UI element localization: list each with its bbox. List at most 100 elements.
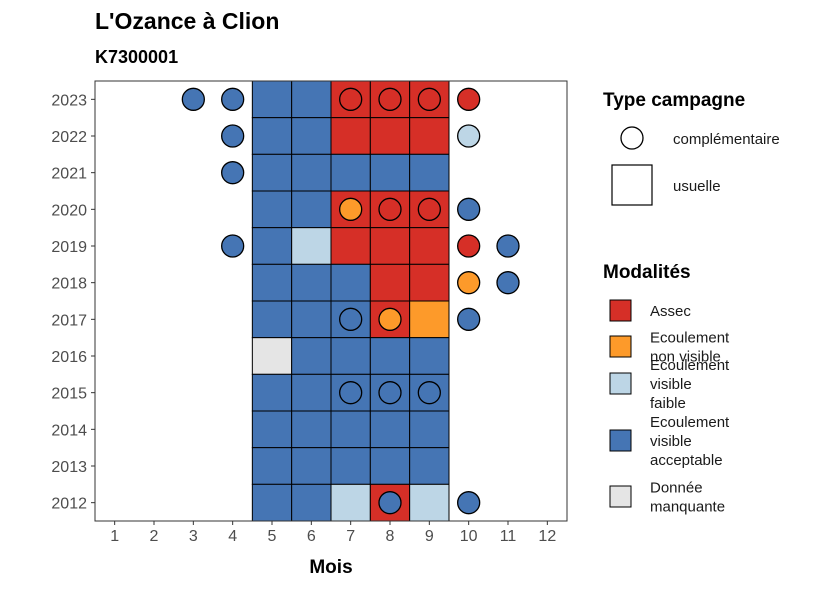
x-tick-label-10: 10	[460, 528, 478, 545]
legend-key-circle	[620, 126, 644, 150]
cell-2020-5	[251, 190, 293, 229]
point-2020-9	[417, 197, 441, 221]
point-2023-8	[378, 87, 402, 111]
point-2018-10	[457, 271, 481, 295]
legend-label-ecoulement-visible-acceptable-2: visible	[650, 433, 692, 450]
cell-2017-9	[409, 300, 450, 339]
cell-2022-5	[251, 117, 293, 155]
cell-2018-7	[330, 263, 371, 302]
point-2022-4	[221, 124, 245, 148]
cell-2013-6	[291, 447, 332, 485]
cell-2022-7	[330, 117, 371, 155]
cell-2014-5	[251, 410, 293, 449]
point-2023-10	[457, 87, 481, 111]
x-tick-label-2: 2	[150, 528, 159, 545]
y-tick-label-2018: 2018	[51, 276, 87, 293]
cell-2018-5	[251, 263, 293, 302]
legend-modalites-title: Modalités	[603, 262, 691, 283]
cell-2021-5	[251, 153, 293, 192]
y-tick-label-2012: 2012	[51, 496, 87, 513]
cell-2023-5	[251, 80, 293, 119]
cell-2014-7	[330, 410, 371, 449]
point-2021-4	[221, 161, 245, 185]
cell-2021-6	[291, 153, 332, 192]
y-tick-label-2013: 2013	[51, 459, 87, 476]
cell-2014-8	[369, 410, 411, 449]
chart-title: L'Ozance à Clion	[95, 8, 279, 34]
cell-2022-8	[369, 117, 411, 155]
cell-2016-9	[409, 337, 450, 375]
cell-2012-7	[330, 483, 371, 522]
legend-key-assec	[609, 299, 632, 322]
cell-2021-7	[330, 153, 371, 192]
cell-2012-9	[409, 483, 450, 522]
y-tick-label-2014: 2014	[51, 422, 87, 439]
legend-label-ecoulement-visible-faible-3: faible	[650, 395, 686, 412]
point-2020-10	[457, 197, 481, 221]
point-2023-3	[181, 87, 205, 111]
cell-2018-8	[369, 263, 411, 302]
legend-key-square	[611, 164, 653, 206]
legend-label-donn-e-manquante-1: Donnée	[650, 480, 703, 497]
legend-label-donn-e-manquante-2: manquante	[650, 499, 725, 516]
point-2017-10	[457, 307, 481, 331]
x-axis-title: Mois	[309, 557, 352, 578]
legend-type-title: Type campagne	[603, 90, 745, 111]
cell-2014-6	[291, 410, 332, 449]
x-axis: 1 2 3 4 5 6 7 8 9 10 11 12	[110, 521, 556, 545]
legend-label-ecoulement-visible-acceptable-3: acceptable	[650, 452, 723, 469]
x-tick-label-11: 11	[500, 528, 517, 545]
point-2019-10	[457, 234, 481, 258]
cell-2021-8	[369, 153, 411, 192]
y-axis: 2012 2013 2014 2015 2016 2017 2018 2019 2020 2021…	[51, 92, 95, 513]
x-tick-label-8: 8	[386, 528, 395, 545]
cell-2021-9	[409, 153, 450, 192]
cell-2017-6	[291, 300, 332, 339]
cell-2013-9	[409, 447, 450, 485]
cell-2016-7	[330, 337, 371, 375]
cell-2016-5	[251, 337, 293, 375]
point-2017-7	[339, 307, 363, 331]
legend-key-ecoulement-visible-acceptable	[609, 429, 632, 452]
y-tick-label-2017: 2017	[51, 312, 87, 329]
point-2012-10	[457, 491, 481, 515]
chart-subtitle: K7300001	[95, 47, 178, 67]
x-tick-label-3: 3	[189, 528, 198, 545]
y-tick-label-2022: 2022	[51, 129, 87, 146]
legend-label-ecoulement-visible-faible-1: Ecoulement	[650, 357, 730, 374]
point-2015-7	[339, 381, 363, 405]
point-2017-8	[378, 307, 402, 331]
cell-2012-6	[291, 483, 332, 522]
y-tick-label-2023: 2023	[51, 92, 87, 109]
point-2020-8	[378, 197, 402, 221]
x-tick-label-5: 5	[268, 528, 277, 545]
point-2020-7	[339, 197, 363, 221]
point-2019-4	[221, 234, 245, 258]
cell-2015-5	[251, 373, 293, 412]
point-2018-11	[496, 271, 520, 295]
x-tick-label-12: 12	[538, 528, 556, 545]
cell-2015-6	[291, 373, 332, 412]
legend-label-complementaire: complémentaire	[673, 131, 780, 148]
cell-2022-9	[409, 117, 450, 155]
point-2019-11	[496, 234, 520, 258]
cell-2017-5	[251, 300, 293, 339]
legend-key-ecoulement-visible-faible	[609, 372, 632, 395]
point-2023-9	[417, 87, 441, 111]
cell-2018-9	[409, 263, 450, 302]
x-tick-label-4: 4	[228, 528, 237, 545]
cell-2013-5	[251, 447, 293, 485]
cell-2013-7	[330, 447, 371, 485]
cell-2019-9	[409, 227, 450, 265]
point-2015-9	[417, 381, 441, 405]
legend-type-campagne: Type campagne complémentaire usuelle	[603, 90, 780, 206]
cell-2017-8	[369, 300, 411, 339]
x-tick-label-9: 9	[425, 528, 434, 545]
legend-label-ecoulement-non-visible-2: non visible	[650, 349, 721, 366]
points-layer	[181, 87, 520, 515]
legend-label-ecoulement-non-visible-1: Ecoulement	[650, 330, 730, 347]
legend-label-ecoulement-visible-faible-2: visible	[650, 376, 692, 393]
cell-2019-5	[251, 227, 293, 265]
legend-label-ecoulement-visible-acceptable-1: Ecoulement	[650, 414, 730, 431]
